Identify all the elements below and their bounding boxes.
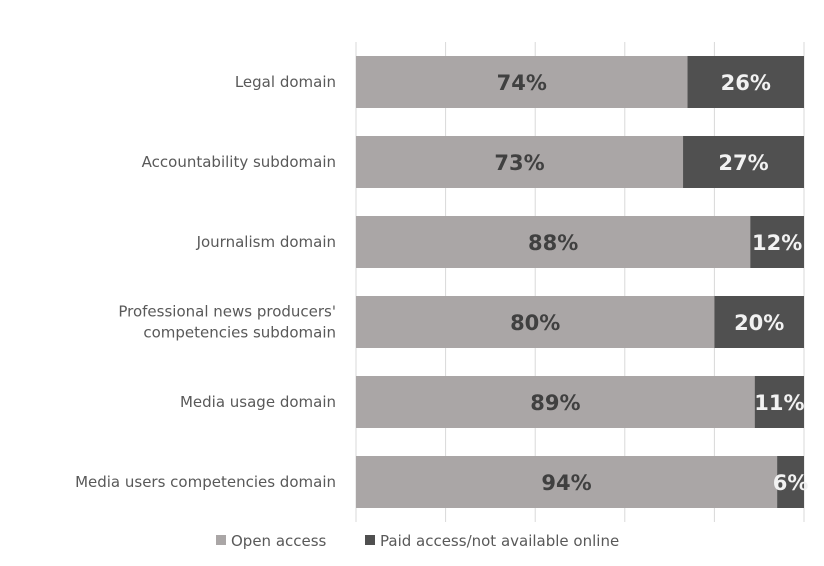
legend-swatch-open-access bbox=[216, 535, 226, 545]
data-label-open-access-5: 94% bbox=[541, 471, 591, 495]
legend-swatch-paid-access bbox=[365, 535, 375, 545]
data-label-open-access-1: 73% bbox=[494, 151, 544, 175]
bar-paid-access-5 bbox=[777, 456, 804, 508]
category-label-5: Media users competencies domain bbox=[75, 473, 336, 491]
data-label-paid-access-5: 6% bbox=[773, 471, 809, 495]
data-label-open-access-0: 74% bbox=[497, 71, 547, 95]
bar-paid-access-1 bbox=[683, 136, 804, 188]
data-label-open-access-2: 88% bbox=[528, 231, 578, 255]
category-label-2: Journalism domain bbox=[196, 233, 336, 251]
legend: Open access Paid access/not available onl… bbox=[216, 532, 619, 550]
category-label-4: Media usage domain bbox=[180, 393, 336, 411]
data-label-paid-access-0: 26% bbox=[721, 71, 771, 95]
bar-paid-access-2 bbox=[750, 216, 804, 268]
bar-open-access-0 bbox=[356, 56, 688, 108]
data-label-open-access-4: 89% bbox=[530, 391, 580, 415]
bar-paid-access-3 bbox=[714, 296, 804, 348]
bar-open-access-4 bbox=[356, 376, 755, 428]
category-label-3-line-1: competencies subdomain bbox=[143, 324, 336, 342]
legend-label-paid-access: Paid access/not available online bbox=[380, 532, 619, 550]
data-label-paid-access-3: 20% bbox=[734, 311, 784, 335]
data-label-paid-access-2: 12% bbox=[752, 231, 802, 255]
bar-open-access-5 bbox=[356, 456, 778, 508]
bar-open-access-3 bbox=[356, 296, 715, 348]
data-label-open-access-3: 80% bbox=[510, 311, 560, 335]
bar-paid-access-0 bbox=[687, 56, 804, 108]
category-label-3-line-0: Professional news producers' bbox=[118, 303, 336, 321]
bar-open-access-1 bbox=[356, 136, 684, 188]
data-label-paid-access-1: 27% bbox=[718, 151, 768, 175]
bar-open-access-2 bbox=[356, 216, 751, 268]
category-label-1: Accountability subdomain bbox=[142, 153, 336, 171]
data-label-paid-access-4: 11% bbox=[754, 391, 804, 415]
category-label-0: Legal domain bbox=[235, 73, 336, 91]
legend-label-open-access: Open access bbox=[231, 532, 327, 550]
bar-paid-access-4 bbox=[754, 376, 804, 428]
plot-area: 74% 26% Legal domain 73% 27% Accountability s… bbox=[75, 42, 808, 522]
